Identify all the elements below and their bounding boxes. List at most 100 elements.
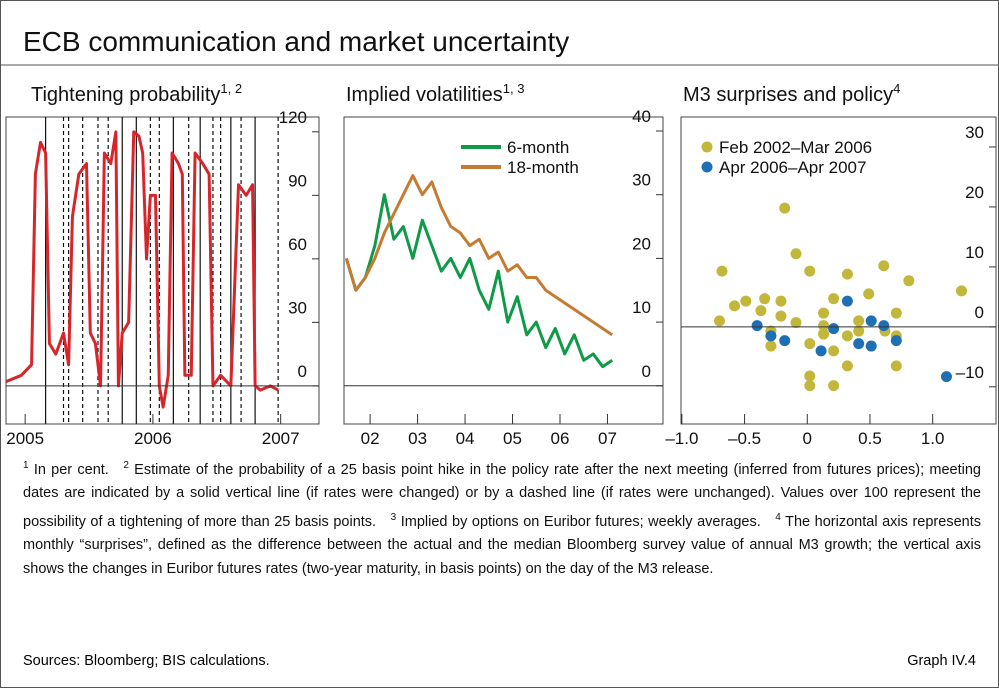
y-tick-label: 60: [288, 235, 307, 254]
x-tick-label: 06: [551, 429, 570, 448]
scatter-point: [729, 300, 741, 312]
series-line: [6, 130, 279, 409]
scatter-point: [828, 380, 840, 392]
footnote-marker: 3: [390, 511, 397, 523]
scatter-point: [815, 345, 827, 357]
y-tick-label: 0: [298, 362, 307, 381]
legend-label: Feb 2002–Mar 2006: [719, 138, 872, 157]
footnote-text: Estimate of the probability of a 25 basi…: [23, 461, 981, 530]
footnote-marker: 2: [123, 460, 129, 471]
x-tick-label: 04: [456, 429, 475, 448]
scatter-point: [828, 293, 840, 305]
plot-area: [6, 117, 279, 424]
panel-title-text: M3 surprises and policy: [683, 84, 893, 106]
plot-area: [344, 174, 614, 369]
y-tick-label: 120: [279, 108, 307, 127]
scatter-point: [751, 320, 763, 332]
title-note: 4: [893, 81, 900, 96]
scatter-point: [779, 335, 791, 347]
x-tick-label: 2007: [262, 429, 300, 448]
legend-label: 18-month: [507, 158, 579, 177]
scatter-point: [828, 323, 840, 335]
legend-label: Apr 2006–Apr 2007: [719, 158, 866, 177]
scatter-point: [740, 295, 752, 307]
title-note: 1, 3: [503, 81, 525, 96]
panel-title: Implied volatilities1, 3: [346, 81, 524, 106]
x-tick-label: 2005: [6, 429, 44, 448]
graph-id: Graph IV.4: [907, 653, 976, 669]
y-tick-label: 40: [632, 107, 651, 126]
scatter-point: [765, 340, 777, 352]
panel-title-text: Implied volatilities: [346, 84, 503, 106]
scatter-point: [804, 265, 816, 277]
scatter-point: [765, 330, 777, 342]
x-tick-label: –1.0: [665, 429, 698, 448]
x-tick-label: 07: [598, 429, 617, 448]
panel-title-text: Tightening probability: [31, 84, 220, 106]
scatter-point: [775, 310, 787, 322]
scatter-point: [775, 295, 787, 307]
scatter-point: [865, 315, 877, 327]
scatter-point: [890, 307, 902, 319]
scatter-point: [853, 338, 865, 350]
y-tick-label: 10: [632, 298, 651, 317]
scatter-point: [755, 305, 767, 317]
scatter-point: [841, 330, 853, 342]
y-tick-label: 20: [632, 234, 651, 253]
y-tick-label: 30: [632, 171, 651, 190]
scatter-point: [804, 380, 816, 392]
scatter-point: [779, 202, 791, 214]
scatter-point: [841, 268, 853, 280]
x-tick-label: 0: [803, 429, 812, 448]
panel-title: M3 surprises and policy4: [683, 81, 900, 106]
y-tick-label: 0: [642, 362, 651, 381]
scatter-point: [863, 288, 875, 300]
y-tick-label: –10: [956, 363, 984, 382]
scatter-point: [716, 265, 728, 277]
scatter-point: [790, 317, 802, 329]
charts: ECB communication and market uncertainty…: [1, 26, 998, 448]
footnote-marker: 1: [23, 460, 29, 471]
scatter-point: [804, 370, 816, 382]
scatter-point: [853, 315, 865, 327]
scatter-point: [890, 335, 902, 347]
scatter-point: [878, 320, 890, 332]
y-tick-label: 20: [965, 183, 984, 202]
scatter-point: [865, 340, 877, 352]
graph-title: ECB communication and market uncertainty: [23, 26, 569, 57]
scatter-point: [790, 248, 802, 260]
panel-title: Tightening probability1, 2: [31, 81, 242, 106]
x-tick-label: –0.5: [728, 429, 761, 448]
title-note: 1, 2: [220, 81, 242, 96]
legend-label: 6-month: [507, 138, 569, 157]
scatter-point: [818, 328, 830, 340]
y-tick-label: 10: [965, 243, 984, 262]
scatter-point: [804, 338, 816, 350]
x-tick-label: 0.5: [858, 429, 882, 448]
footnote-text: The horizontal axis represents monthly “…: [23, 513, 981, 577]
scatter-point: [828, 345, 840, 357]
scatter-point: [841, 360, 853, 372]
sources: Sources: Bloomberg; BIS calculations.: [23, 653, 270, 669]
footnote-text: Implied by options on Euribor futures; w…: [400, 513, 761, 530]
footnote-marker: 4: [775, 511, 781, 523]
plot-area: [713, 202, 968, 392]
legend-swatch: [701, 141, 713, 153]
footnotes: 1 In per cent. 2 Estimate of the probabi…: [23, 454, 981, 581]
scatter-point: [878, 260, 890, 272]
scatter-point: [841, 295, 853, 307]
y-tick-label: 30: [288, 298, 307, 317]
y-tick-label: 90: [288, 171, 307, 190]
series-line: [344, 174, 614, 337]
legend-swatch: [701, 161, 713, 173]
series-line: [344, 193, 614, 369]
scatter-point: [818, 320, 830, 332]
scatter-point: [853, 325, 865, 337]
x-tick-label: 05: [503, 429, 522, 448]
plot-frame: [343, 116, 664, 425]
y-tick-label: 0: [975, 303, 984, 322]
scatter-point: [759, 293, 771, 305]
scatter-point: [713, 315, 725, 327]
footnote-text: In per cent.: [33, 461, 109, 478]
